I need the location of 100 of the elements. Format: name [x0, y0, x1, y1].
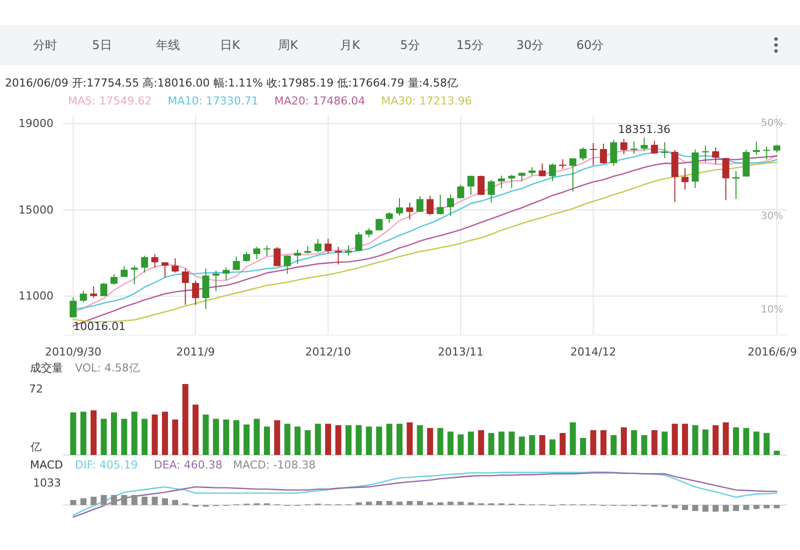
bar — [692, 425, 698, 455]
candlestick — [426, 195, 434, 216]
candlestick — [141, 255, 148, 274]
bar — [712, 425, 719, 455]
bar — [294, 426, 301, 455]
candlestick — [650, 140, 658, 154]
y-tick-label: 11000 — [18, 290, 54, 303]
candlestick — [80, 290, 87, 303]
candlestick — [682, 168, 689, 190]
bar — [110, 412, 117, 455]
bar — [447, 502, 454, 505]
legend: MA5: 17549.62 MA10: 17330.71 MA20: 17486.04 MA30: 17213.96 — [68, 94, 472, 108]
candlestick — [263, 245, 270, 257]
bar — [447, 432, 454, 455]
bar — [427, 428, 434, 455]
bar — [631, 430, 638, 455]
text: 年线 — [156, 38, 180, 52]
bar — [764, 432, 770, 455]
candlestick — [253, 246, 260, 260]
bar — [110, 495, 117, 505]
bar — [192, 404, 199, 455]
legend: MACD: -108.38 — [233, 458, 316, 472]
y2-tick-label: 30% — [760, 211, 784, 222]
candlestick — [600, 143, 607, 164]
bar — [753, 432, 760, 455]
candlestick — [243, 251, 250, 262]
bar — [244, 424, 250, 455]
candlestick — [416, 196, 424, 212]
bar — [692, 505, 698, 511]
text: 周K — [278, 38, 300, 52]
candlestick — [406, 202, 414, 220]
bar — [682, 505, 688, 510]
bar — [172, 420, 178, 455]
bar — [458, 434, 464, 455]
candlestick — [232, 256, 240, 270]
text: 60分 — [576, 38, 604, 52]
text: 72 — [29, 382, 43, 396]
candlestick — [467, 175, 474, 196]
candlestick — [355, 232, 362, 252]
candlestick — [661, 142, 668, 159]
bar — [70, 412, 76, 455]
text: VOL: 4.58亿 — [75, 362, 140, 374]
bar — [437, 502, 444, 505]
candlestick — [314, 238, 322, 253]
bar — [722, 505, 729, 512]
bar — [264, 426, 270, 455]
bar — [600, 430, 606, 455]
candlestick — [182, 268, 189, 306]
candlestick — [274, 246, 281, 267]
y-tick-label: 19000 — [18, 117, 54, 130]
bar — [396, 502, 403, 505]
candlestick — [436, 194, 444, 216]
chart-title: 2016/06/09 开:17754.55 高:18016.00 幅:1.11% 收:17985.19 低:17664.79 量:4.58亿 — [5, 76, 458, 90]
bar — [314, 424, 321, 455]
bar — [458, 502, 464, 505]
bar — [335, 425, 342, 455]
annotation: 10016.01 — [73, 320, 126, 333]
bar — [356, 502, 362, 505]
candlestick — [580, 146, 587, 161]
bar — [702, 429, 708, 455]
bar — [304, 430, 311, 455]
text: 月K — [340, 38, 362, 52]
text: 5分 — [400, 38, 420, 52]
bar — [620, 427, 627, 455]
candlestick — [324, 238, 332, 254]
text: 1033 — [33, 476, 61, 490]
candlestick — [192, 280, 200, 306]
y-tick-label: 15000 — [18, 203, 54, 216]
bar — [468, 432, 474, 455]
bar — [478, 430, 484, 455]
bar — [202, 414, 209, 455]
x-tick-label: 2012/10 — [305, 346, 351, 358]
bar — [212, 418, 219, 455]
candlestick — [620, 138, 628, 155]
candlestick — [110, 274, 118, 286]
bar — [672, 505, 678, 508]
bar — [662, 432, 668, 455]
bar — [366, 502, 372, 505]
bar — [100, 418, 107, 455]
bar — [152, 414, 158, 455]
bar — [488, 432, 494, 455]
chart-title: MACD — [30, 458, 63, 472]
candlestick — [559, 158, 566, 170]
candlestick — [640, 137, 648, 152]
bar — [284, 424, 290, 455]
bar — [416, 425, 423, 455]
bar — [518, 436, 525, 455]
candlestick — [478, 175, 485, 196]
text: 30分 — [516, 38, 544, 52]
bar — [80, 412, 86, 455]
candlestick — [610, 139, 618, 166]
bar — [386, 424, 392, 455]
x-tick-label: 2014/12 — [570, 346, 616, 358]
bar — [274, 420, 280, 455]
candlestick — [70, 296, 77, 318]
candlestick — [284, 254, 291, 274]
bar — [131, 412, 138, 455]
bar — [682, 424, 688, 455]
candlestick — [508, 174, 516, 189]
x-tick-label: 2010/9/30 — [44, 346, 102, 358]
